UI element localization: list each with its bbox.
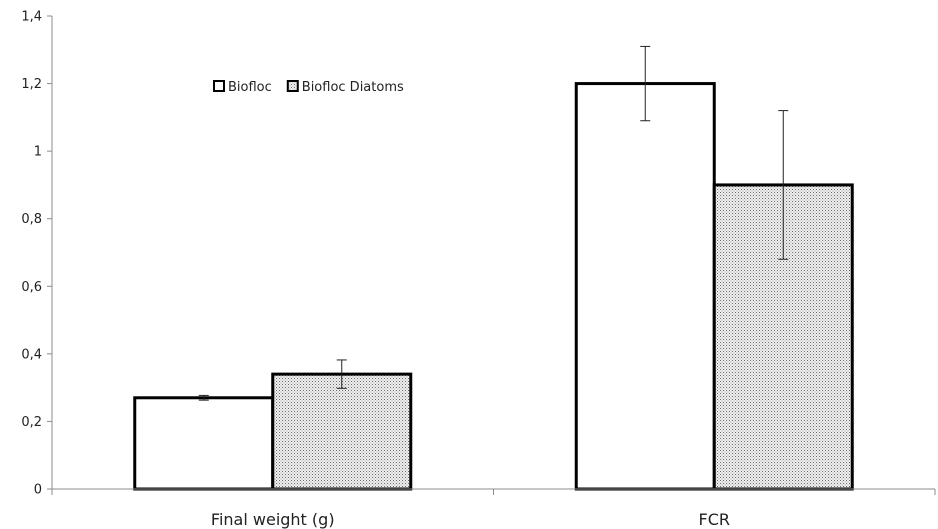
legend-label: Biofloc Diatoms — [302, 80, 404, 95]
y-tick-label: 1,4 — [21, 10, 42, 25]
bar-biofloc-diatoms-0 — [271, 372, 413, 491]
bar-biofloc-0 — [133, 396, 275, 491]
x-axis: Final weight (g) FCR — [51, 488, 936, 529]
y-tick-label: 1 — [34, 145, 42, 160]
y-tick-label: 0 — [34, 483, 42, 498]
legend: Biofloc Biofloc Diatoms — [213, 80, 404, 95]
bar-biofloc-1 — [574, 82, 716, 491]
legend-swatch — [213, 80, 225, 92]
legend-label: Biofloc — [228, 80, 272, 95]
legend-swatch — [286, 80, 299, 92]
x-category-label: Final weight (g) — [211, 510, 335, 529]
x-category-label: FCR — [699, 510, 731, 529]
y-tick-label: 0,6 — [21, 280, 42, 295]
y-tick-label: 0,8 — [21, 212, 42, 227]
y-tick-label: 1,2 — [21, 77, 42, 92]
y-axis: 0 0,2 0,4 0,6 0,8 1 1,2 1,4 — [21, 10, 53, 498]
bars — [133, 45, 854, 491]
y-tick-label: 0,4 — [21, 347, 42, 362]
y-tick-label: 0,2 — [21, 415, 42, 430]
